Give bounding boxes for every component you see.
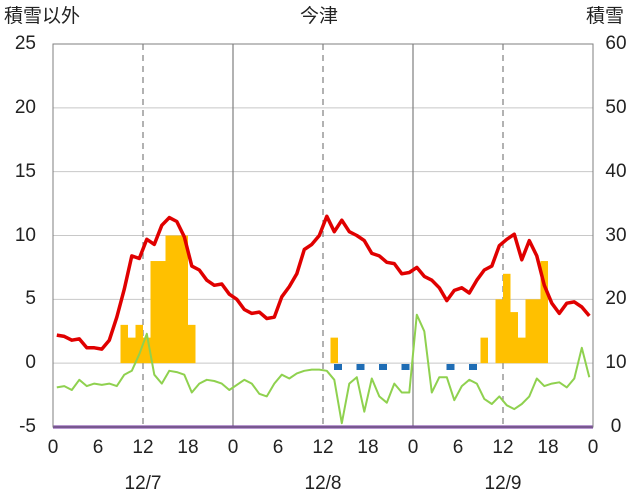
- y-tick-right: 0: [610, 416, 622, 437]
- bar-yellow: [188, 324, 196, 364]
- x-tick: 18: [537, 437, 559, 458]
- plot-frame: [52, 43, 594, 428]
- x-tick: 0: [227, 437, 239, 458]
- y-tick-left: 25: [14, 33, 36, 54]
- bar-yellow: [173, 235, 181, 364]
- bar-yellow: [480, 337, 488, 364]
- x-tick: 18: [177, 437, 199, 458]
- marker-blue: [446, 363, 455, 370]
- bar-yellow: [330, 337, 338, 364]
- bars-layer: [120, 235, 548, 364]
- x-tick: 0: [407, 437, 419, 458]
- x-tick: 12: [492, 437, 514, 458]
- date-label: 12/9: [484, 473, 522, 494]
- y-tick-right: 30: [605, 224, 627, 246]
- y-tick-right: 20: [605, 288, 627, 310]
- series-line-red: [56, 214, 591, 351]
- series-line-green: [56, 313, 591, 425]
- y-tick-left: 15: [14, 160, 36, 182]
- marker-blue: [469, 363, 477, 370]
- marker-blue: [356, 363, 365, 370]
- marker-blue: [401, 363, 410, 370]
- y-tick-left: -5: [19, 416, 36, 437]
- date-label: 12/8: [304, 473, 342, 494]
- y-tick-left: 10: [14, 224, 36, 246]
- bar-yellow: [143, 337, 151, 364]
- bar-yellow: [533, 299, 541, 364]
- y-tick-right: 10: [605, 352, 627, 374]
- bar-yellow: [158, 261, 166, 364]
- bar-yellow: [540, 261, 548, 364]
- y-tick-right: 60: [605, 33, 627, 54]
- x-tick: 12: [132, 437, 154, 458]
- x-tick: 18: [357, 437, 379, 458]
- y-tick-left: 5: [25, 288, 36, 310]
- x-tick: 0: [587, 437, 599, 458]
- left-axis-label: 積雪以外: [4, 6, 81, 27]
- markers-layer: [334, 363, 477, 370]
- y-tick-left: 20: [14, 96, 36, 118]
- x-tick: 6: [92, 437, 104, 458]
- y-tick-right: 40: [605, 160, 627, 182]
- right-axis-label: 積雪: [586, 6, 625, 27]
- bar-yellow: [518, 337, 526, 364]
- bar-yellow: [120, 324, 128, 364]
- chart-title: 今津: [300, 6, 339, 27]
- bar-yellow: [510, 312, 518, 364]
- bar-yellow: [150, 261, 158, 364]
- bar-yellow: [180, 235, 188, 364]
- x-tick: 6: [272, 437, 284, 458]
- bar-yellow: [503, 273, 511, 364]
- bar-yellow: [128, 337, 136, 364]
- y-tick-right: 50: [605, 96, 627, 118]
- bar-yellow: [135, 324, 143, 364]
- marker-blue: [379, 363, 387, 370]
- x-tick: 12: [312, 437, 334, 458]
- bar-yellow: [525, 299, 533, 364]
- x-tick: 0: [47, 437, 59, 458]
- bar-yellow: [495, 299, 503, 364]
- date-label: 12/7: [124, 473, 162, 494]
- marker-blue: [334, 363, 342, 370]
- y-tick-left: 0: [25, 352, 36, 374]
- x-tick: 6: [452, 437, 464, 458]
- plot-border: [52, 43, 594, 428]
- bar-yellow: [165, 235, 173, 364]
